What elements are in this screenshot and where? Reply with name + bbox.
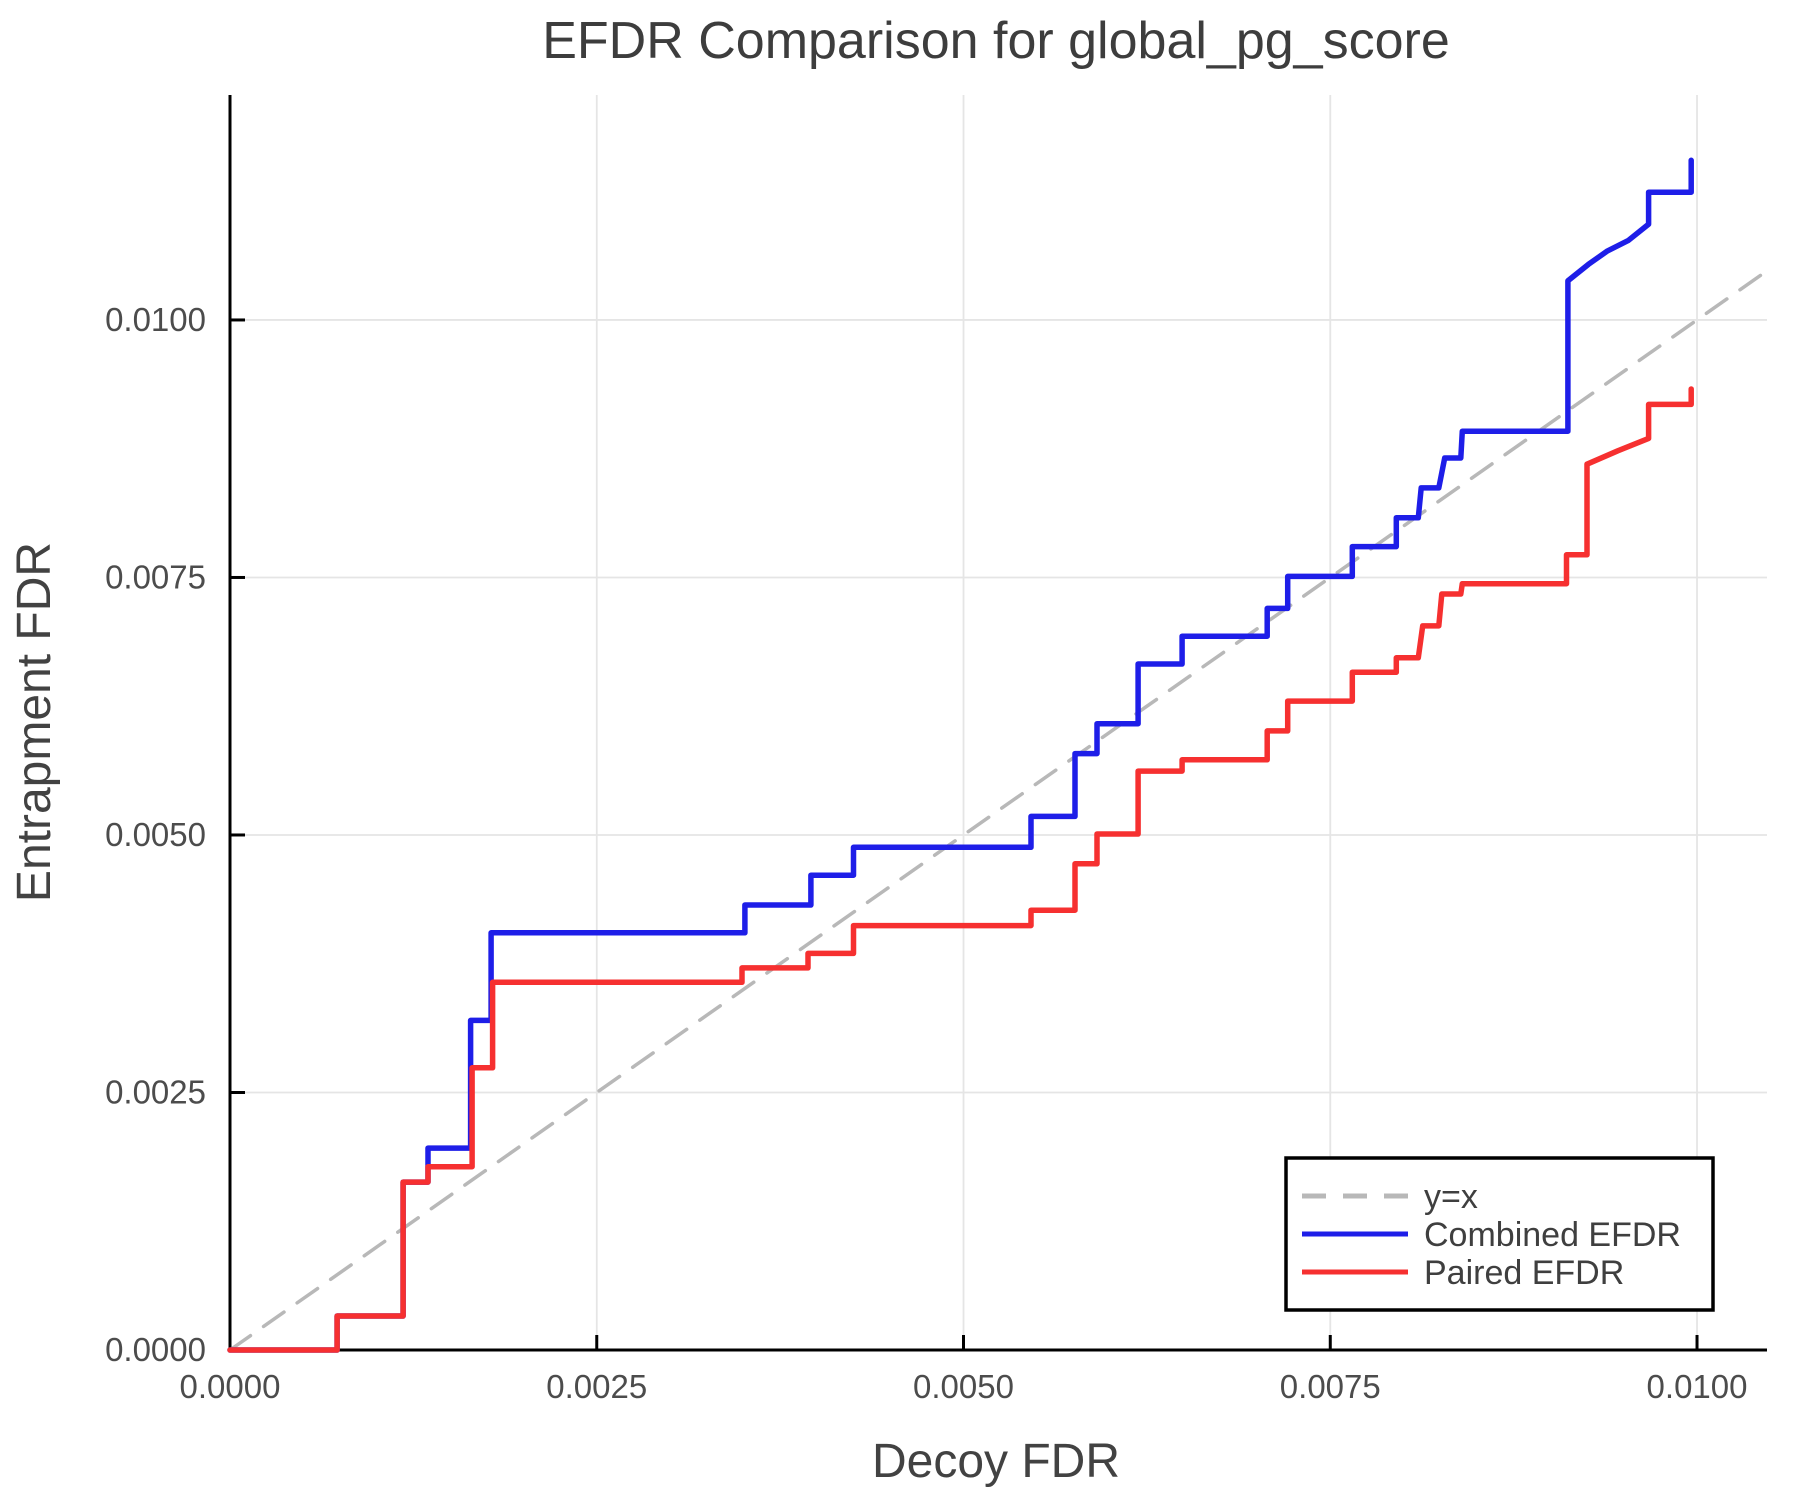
- legend-label: Combined EFDR: [1424, 1216, 1681, 1254]
- paired-efdr-line: [227, 386, 1694, 1353]
- y-tick-label: 0.0000: [105, 1331, 206, 1368]
- identity-line: [228, 269, 1769, 1352]
- chart-title: EFDR Comparison for global_pg_score: [542, 12, 1450, 70]
- legend-entry: y=x: [1302, 1178, 1478, 1216]
- y-tick-labels: 0.0000 0.0025 0.0050 0.0075 0.0100: [105, 301, 206, 1368]
- series-lines: [227, 157, 1769, 1353]
- x-tick-label: 0.0075: [1280, 1368, 1381, 1405]
- legend-entry: Combined EFDR: [1302, 1216, 1681, 1254]
- x-axis-label: Decoy FDR: [872, 1435, 1120, 1488]
- x-tick-label: 0.0050: [913, 1368, 1014, 1405]
- y-tick-label: 0.0075: [105, 558, 206, 595]
- y-tick-label: 0.0050: [105, 816, 206, 853]
- y-tick-label: 0.0100: [105, 301, 206, 338]
- legend-entry: Paired EFDR: [1302, 1254, 1624, 1292]
- x-tick-label: 0.0000: [180, 1368, 281, 1405]
- axes-spines: [228, 95, 1767, 1352]
- legend-label: Paired EFDR: [1424, 1254, 1624, 1292]
- legend-label: y=x: [1424, 1178, 1478, 1216]
- combined-efdr-line: [227, 157, 1694, 1353]
- y-axis-label: Entrapment FDR: [8, 542, 61, 902]
- x-tick-label: 0.0025: [546, 1368, 647, 1405]
- x-tick-label: 0.0100: [1647, 1368, 1748, 1405]
- y-tick-label: 0.0025: [105, 1073, 206, 1110]
- x-tick-labels: 0.0000 0.0025 0.0050 0.0075 0.0100: [180, 1368, 1748, 1405]
